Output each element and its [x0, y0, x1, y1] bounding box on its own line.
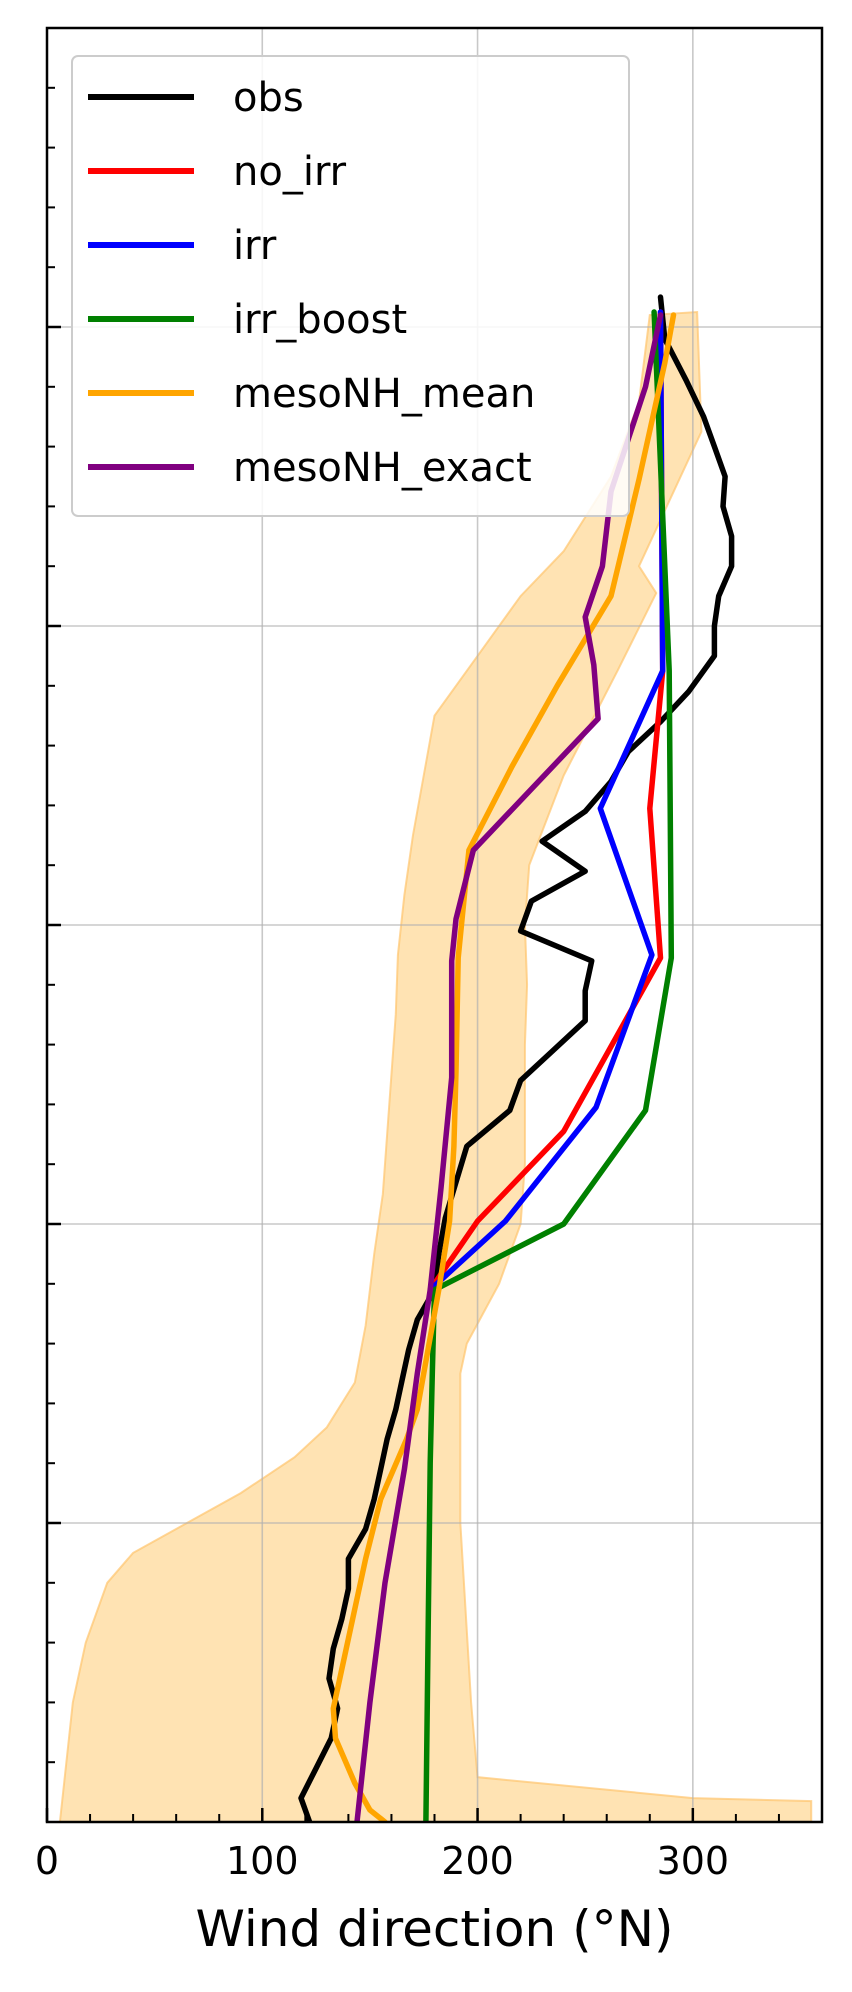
x-tick-label: 0: [35, 1839, 59, 1883]
legend-label-mesoNH-mean: mesoNH_mean: [233, 371, 535, 417]
x-tick-label: 100: [226, 1839, 299, 1883]
mesonh-range-band: [58, 310, 813, 1822]
legend-label-obs: obs: [233, 75, 304, 121]
series-line-obs: [298, 294, 735, 1822]
series-lines: [298, 294, 735, 1822]
series-line-irr-boost: [423, 309, 675, 1822]
axis-ticks: 0 100 200 300: [35, 86, 780, 1883]
legend-box: [71, 55, 630, 517]
legend-label-irr: irr: [233, 223, 277, 269]
series-line-irr: [427, 309, 666, 1293]
x-tick-label: 300: [657, 1839, 730, 1883]
legend-label-no-irr: no_irr: [233, 149, 347, 195]
x-tick-label: 200: [441, 1839, 514, 1883]
legend-label-irr-boost: irr_boost: [233, 297, 407, 343]
x-axis-label: Wind direction (°N): [196, 1900, 674, 1958]
series-line-mesoNH-exact: [354, 312, 664, 1822]
series-line-mesoNH-mean: [330, 312, 677, 1822]
mesonh-range-area: [58, 310, 813, 1822]
legend-label-mesoNH-exact: mesoNH_exact: [233, 445, 532, 491]
